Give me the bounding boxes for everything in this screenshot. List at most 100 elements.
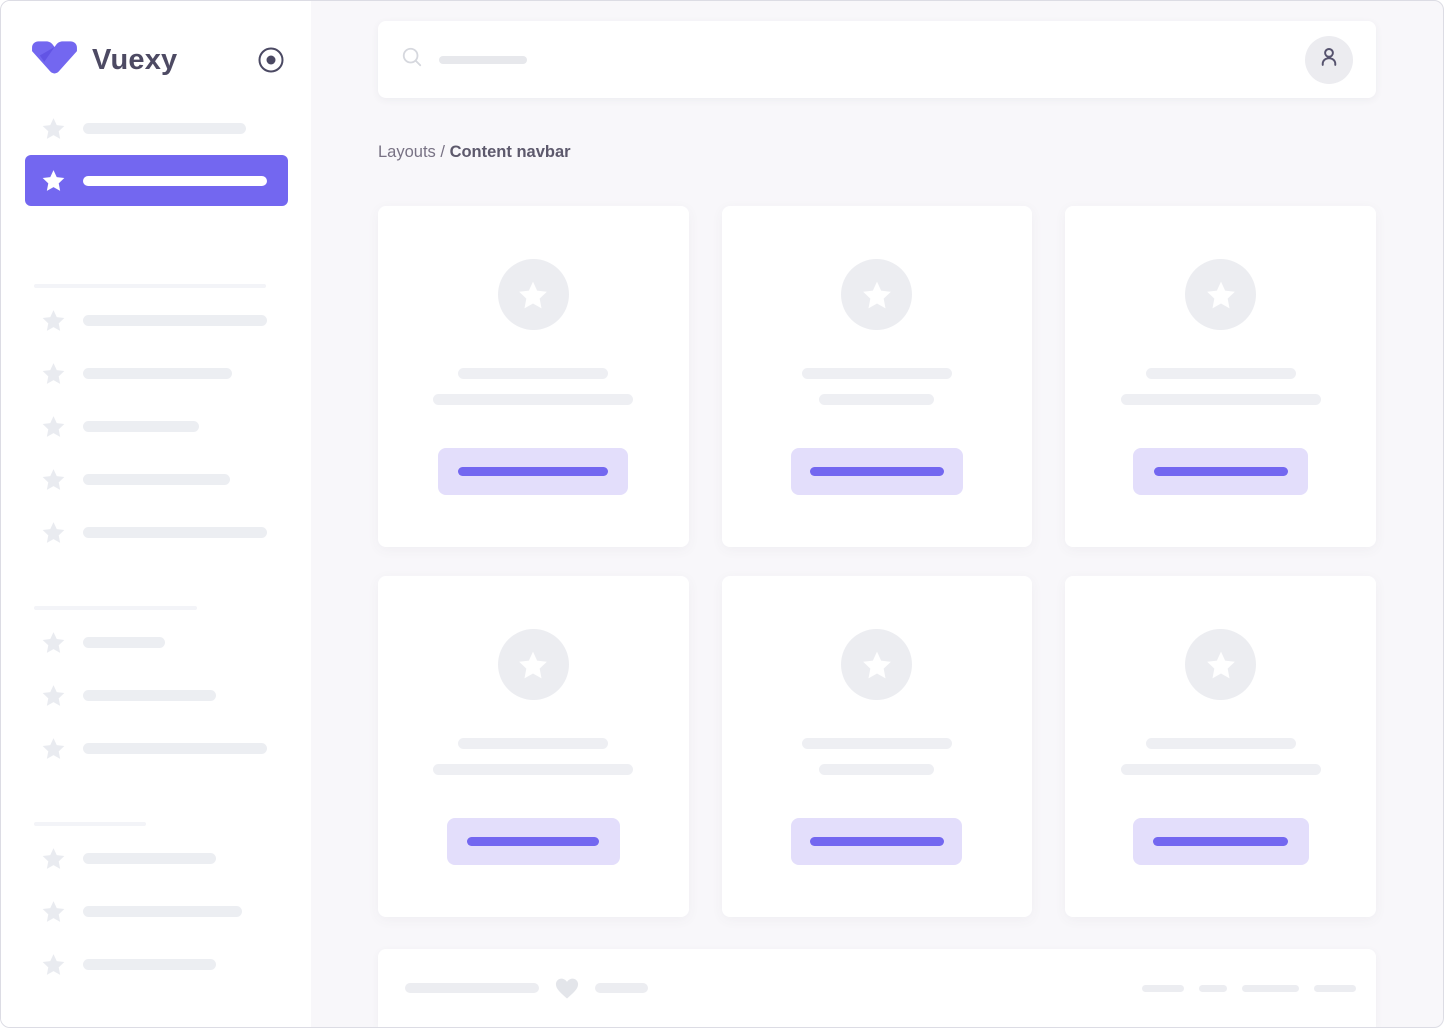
- sidebar-item[interactable]: [41, 899, 287, 924]
- card-button-label-bar: [809, 467, 944, 476]
- footer-link-bar[interactable]: [1314, 984, 1356, 992]
- star-icon: [42, 632, 65, 653]
- card-button-label-bar: [467, 837, 600, 846]
- sidebar-item-label-bar: [83, 959, 216, 970]
- star-icon: [42, 118, 65, 139]
- footer-link-bar[interactable]: [1242, 984, 1299, 992]
- card: [721, 206, 1033, 547]
- footer-link-bar[interactable]: [1199, 984, 1227, 992]
- card-button-placeholder[interactable]: [791, 818, 963, 865]
- card-button-label-bar: [1153, 837, 1289, 846]
- card-subtitle-bar: [819, 764, 935, 775]
- footer: [378, 949, 1376, 1027]
- star-icon: [42, 522, 65, 543]
- card-button-placeholder[interactable]: [790, 448, 963, 495]
- card: [721, 576, 1033, 917]
- card-button-label-bar: [458, 467, 609, 476]
- star-icon: [519, 281, 548, 308]
- card-avatar: [1185, 629, 1257, 700]
- star-icon: [42, 685, 65, 706]
- sidebar-item[interactable]: [41, 467, 287, 492]
- star-icon: [42, 170, 65, 191]
- sidebar-menu: [1, 83, 311, 1005]
- card-title-bar: [1145, 738, 1296, 749]
- card: [1065, 576, 1376, 917]
- star-icon: [42, 848, 65, 869]
- sidebar-section-divider: [34, 284, 266, 288]
- sidebar-item[interactable]: [41, 736, 287, 761]
- card-title-bar: [801, 738, 952, 749]
- card-avatar: [497, 629, 569, 700]
- card-subtitle-bar: [433, 764, 634, 775]
- breadcrumb-separator: /: [435, 143, 450, 161]
- sidebar-item-label-bar: [83, 853, 216, 864]
- brand: Vuexy: [1, 1, 311, 83]
- sidebar-item-label-bar: [83, 123, 246, 134]
- card-avatar: [841, 629, 913, 700]
- sidebar: Vuexy: [1, 1, 311, 1027]
- sidebar-item-label-bar: [83, 743, 267, 754]
- top-navbar: [378, 21, 1376, 98]
- sidebar-item-label-bar: [83, 637, 165, 648]
- sidebar-item[interactable]: [41, 520, 287, 545]
- card-title-bar: [1145, 368, 1296, 379]
- card-avatar: [497, 259, 569, 330]
- card-subtitle-bar: [433, 394, 634, 405]
- card-title-bar: [458, 368, 609, 379]
- sidebar-item-label-bar: [83, 906, 242, 917]
- sidebar-item-label-bar: [83, 527, 267, 538]
- sidebar-item-label-bar: [83, 368, 232, 379]
- user-icon: [1316, 44, 1342, 75]
- card: [378, 206, 689, 547]
- star-icon: [42, 310, 65, 331]
- star-icon: [42, 738, 65, 759]
- user-avatar[interactable]: [1305, 35, 1353, 84]
- sidebar-item[interactable]: [41, 414, 287, 439]
- breadcrumb-current: Content navbar: [449, 143, 571, 161]
- card-button-placeholder[interactable]: [1133, 448, 1309, 495]
- sidebar-item[interactable]: [41, 630, 287, 655]
- card-avatar: [1185, 259, 1257, 330]
- sidebar-item[interactable]: [41, 116, 287, 141]
- sidebar-section-divider: [34, 606, 197, 610]
- sidebar-item[interactable]: [41, 683, 287, 708]
- sidebar-item[interactable]: [41, 361, 287, 386]
- card-button-label-bar: [1153, 467, 1288, 476]
- card-button-placeholder[interactable]: [438, 448, 629, 495]
- search-icon: [401, 46, 423, 73]
- breadcrumb-link-layouts[interactable]: Layouts: [378, 143, 436, 161]
- footer-text-bar: [405, 983, 539, 993]
- cards-grid: [378, 206, 1376, 917]
- card-subtitle-bar: [1120, 764, 1321, 775]
- sidebar-section-divider: [34, 822, 146, 826]
- vuexy-logo-icon: [31, 37, 78, 83]
- sidebar-item-label-bar: [83, 474, 230, 485]
- star-icon: [42, 363, 65, 384]
- sidebar-item[interactable]: [41, 308, 287, 333]
- brand-title: Vuexy: [92, 43, 178, 76]
- star-icon: [863, 281, 891, 308]
- search-input[interactable]: [401, 46, 527, 73]
- footer-text-bar: [595, 983, 648, 993]
- breadcrumb: Layouts / Content navbar: [378, 143, 1376, 162]
- footer-link-bar[interactable]: [1142, 984, 1184, 992]
- sidebar-item-active[interactable]: [25, 155, 288, 206]
- card-title-bar: [458, 738, 609, 749]
- card: [378, 576, 689, 917]
- card-button-placeholder[interactable]: [1132, 818, 1309, 865]
- sidebar-item[interactable]: [41, 952, 287, 977]
- star-icon: [1206, 651, 1235, 678]
- sidebar-item-label-bar: [83, 315, 267, 326]
- sidebar-item-label-bar: [83, 421, 199, 432]
- card-subtitle-bar: [819, 394, 935, 405]
- sidebar-item[interactable]: [41, 846, 287, 871]
- star-icon: [42, 954, 65, 975]
- pin-toggle-icon[interactable]: [257, 46, 285, 74]
- star-icon: [1206, 281, 1235, 308]
- star-icon: [42, 416, 65, 437]
- star-icon: [42, 901, 65, 922]
- main-content: Layouts / Content navbar: [311, 1, 1443, 1027]
- card-button-placeholder[interactable]: [446, 818, 620, 865]
- card: [1065, 206, 1376, 547]
